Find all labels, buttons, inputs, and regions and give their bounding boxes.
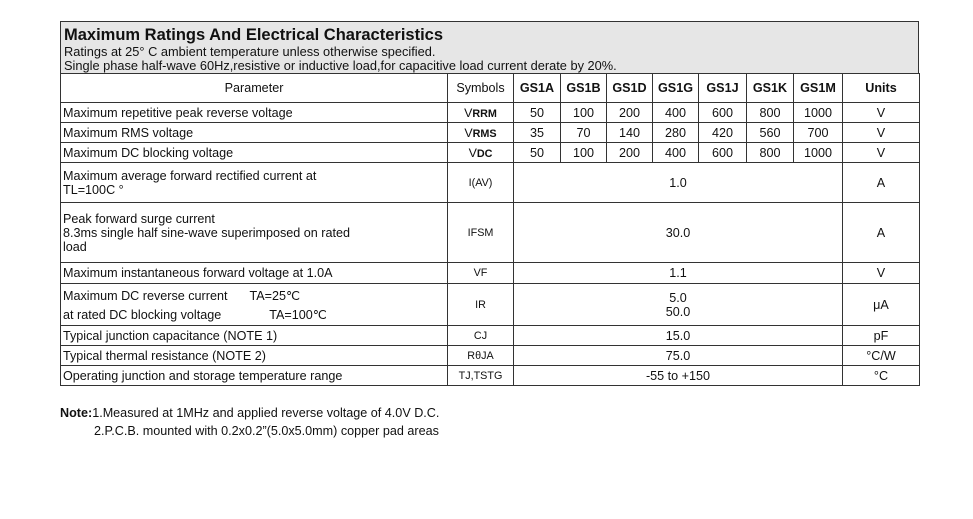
parameter-header: Parameter (60, 73, 448, 103)
symbol-cell: RθJA (447, 345, 514, 366)
symbol-cell: IR (447, 283, 514, 326)
unit-cell: V (842, 102, 920, 123)
unit-cell: V (842, 122, 920, 143)
unit-cell: pF (842, 325, 920, 346)
table-row: Maximum repetitive peak reverse voltage … (60, 102, 920, 123)
type-header: GS1B (560, 73, 607, 103)
symbol-cell: I(AV) (447, 162, 514, 203)
table-row: Maximum RMS voltage VRMS 35 70 140 280 4… (60, 122, 920, 143)
param-cell: Maximum DC reverse current TA=25℃ at rate… (60, 283, 448, 326)
value-line: 50.0 (665, 304, 691, 319)
value-cell: 100 (560, 142, 607, 163)
value-cell: 400 (652, 102, 699, 123)
table-row: Maximum average forward rectified curren… (60, 162, 920, 203)
column-header-row: Parameter Symbols GS1A GS1B GS1D GS1G GS… (60, 73, 920, 103)
value-cell: 35 (513, 122, 561, 143)
value-cell: 400 (652, 142, 699, 163)
value-cell: 1.1 (513, 262, 843, 284)
value-cell: 800 (746, 102, 794, 123)
table-row: Maximum DC blocking voltage VDC 50 100 2… (60, 142, 920, 163)
param-line: Maximum average forward rectified curren… (63, 168, 317, 183)
param-line: TL=100C ° (63, 182, 124, 197)
unit-cell: °C (842, 365, 920, 386)
table-row: Typical thermal resistance (NOTE 2) RθJA… (60, 345, 920, 366)
notes: Note:1.Measured at 1MHz and applied reve… (60, 404, 439, 440)
note-label: Note: (60, 406, 93, 420)
value-cell: 140 (606, 122, 653, 143)
value-cell: 600 (698, 102, 747, 123)
unit-cell: V (842, 142, 920, 163)
value-line: 5.0 (669, 290, 687, 305)
param-cell: Maximum repetitive peak reverse voltage (60, 102, 448, 123)
value-cell: 280 (652, 122, 699, 143)
value-cell: 700 (793, 122, 843, 143)
type-header: GS1G (652, 73, 699, 103)
table-row: Maximum instantaneous forward voltage at… (60, 262, 920, 284)
table-row: Typical junction capacitance (NOTE 1) CJ… (60, 325, 920, 346)
value-cell: 600 (698, 142, 747, 163)
table-row: Operating junction and storage temperatu… (60, 365, 920, 386)
table-title: Maximum Ratings And Electrical Character… (64, 26, 444, 44)
symbol-cell: IFSM (447, 202, 514, 263)
unit-cell: A (842, 202, 920, 263)
value-cell: 200 (606, 142, 653, 163)
symbols-header: Symbols (447, 73, 514, 103)
symbol-cell: VRMS (447, 122, 514, 143)
note-2: 2.P.C.B. mounted with 0.2x0.2”(5.0x5.0mm… (94, 424, 439, 438)
value-cell: 200 (606, 102, 653, 123)
value-cell: 560 (746, 122, 794, 143)
param-line: load (63, 239, 87, 254)
value-cell: 30.0 (513, 202, 843, 263)
param-line: at rated DC blocking voltage TA=100℃ (63, 307, 327, 322)
type-header: GS1J (698, 73, 747, 103)
param-cell: Operating junction and storage temperatu… (60, 365, 448, 386)
value-cell: 50 (513, 102, 561, 123)
table-row: Maximum DC reverse current TA=25℃ at rate… (60, 283, 920, 326)
param-line: Maximum DC reverse current TA=25℃ (63, 288, 301, 303)
note-1: Note:1.Measured at 1MHz and applied reve… (60, 406, 440, 420)
param-cell: Peak forward surge current 8.3ms single … (60, 202, 448, 263)
table-row: Peak forward surge current 8.3ms single … (60, 202, 920, 263)
ambient-note: Ratings at 25° C ambient temperature unl… (64, 44, 436, 59)
table-header: Maximum Ratings And Electrical Character… (60, 21, 919, 73)
param-cell: Typical thermal resistance (NOTE 2) (60, 345, 448, 366)
param-cell: Maximum DC blocking voltage (60, 142, 448, 163)
unit-cell: V (842, 262, 920, 284)
symbol-cell: VDC (447, 142, 514, 163)
ratings-table: Parameter Symbols GS1A GS1B GS1D GS1G GS… (60, 73, 920, 386)
unit-cell: °C/W (842, 345, 920, 366)
value-cell: 15.0 (513, 325, 843, 346)
value-cell: -55 to +150 (513, 365, 843, 386)
unit-cell: A (842, 162, 920, 203)
param-line: Peak forward surge current (63, 211, 215, 226)
load-note: Single phase half-wave 60Hz,resistive or… (64, 58, 617, 73)
symbol-cell: CJ (447, 325, 514, 346)
symbol-cell: VRRM (447, 102, 514, 123)
symbol-cell: VF (447, 262, 514, 284)
param-cell: Maximum average forward rectified curren… (60, 162, 448, 203)
value-cell: 1.0 (513, 162, 843, 203)
type-header: GS1A (513, 73, 561, 103)
param-cell: Maximum RMS voltage (60, 122, 448, 143)
type-header: GS1M (793, 73, 843, 103)
value-cell: 75.0 (513, 345, 843, 366)
type-header: GS1K (746, 73, 794, 103)
value-cell: 70 (560, 122, 607, 143)
value-cell: 50 (513, 142, 561, 163)
ratings-table-frame: Maximum Ratings And Electrical Character… (60, 21, 920, 386)
value-cell: 1000 (793, 102, 843, 123)
value-cell: 800 (746, 142, 794, 163)
value-cell: 5.0 50.0 (513, 283, 843, 326)
value-cell: 1000 (793, 142, 843, 163)
unit-cell: μA (842, 283, 920, 326)
param-cell: Maximum instantaneous forward voltage at… (60, 262, 448, 284)
param-cell: Typical junction capacitance (NOTE 1) (60, 325, 448, 346)
type-header: GS1D (606, 73, 653, 103)
value-cell: 100 (560, 102, 607, 123)
symbol-cell: TJ,TSTG (447, 365, 514, 386)
value-cell: 420 (698, 122, 747, 143)
param-line: 8.3ms single half sine-wave superimposed… (63, 225, 351, 240)
units-header: Units (842, 73, 920, 103)
